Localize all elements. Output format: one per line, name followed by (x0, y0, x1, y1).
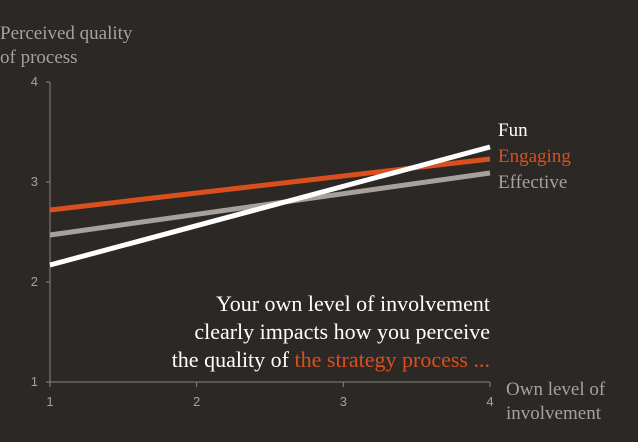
x-axis-title: Own level of involvement (506, 378, 636, 426)
y-tick-label: 1 (31, 374, 38, 389)
legend-engaging: Engaging (498, 146, 571, 167)
x-tick-label: 4 (486, 394, 493, 409)
x-axis-title-line-1: Own level of (506, 379, 606, 400)
annotation-highlight: the strategy process ... (294, 347, 491, 372)
y-tick-label: 3 (31, 174, 38, 189)
annotation-line-1: Your own level of involvement (216, 291, 490, 316)
x-tick-label: 3 (340, 394, 347, 409)
annotation-line-2: clearly impacts how you perceive (194, 319, 490, 344)
x-axis-title-line-2: involvement (506, 403, 601, 424)
y-tick-label: 4 (31, 74, 38, 89)
annotation-text: Your own level of involvement clearly im… (90, 290, 490, 374)
annotation-line-3: the quality of the strategy process ... (90, 346, 490, 374)
x-tick-label: 1 (46, 394, 53, 409)
legend-effective: Effective (498, 172, 568, 193)
series-line-fun (49, 144, 491, 268)
x-tick-label: 2 (193, 394, 200, 409)
legend-fun: Fun (498, 120, 528, 141)
y-tick-label: 2 (31, 274, 38, 289)
y-axis-title: Perceived quality of process (0, 22, 200, 70)
y-axis-title-line-2: of process (0, 47, 78, 68)
annotation-line-3-prefix: the quality of (171, 347, 295, 372)
y-axis-title-line-1: Perceived quality (0, 23, 133, 44)
